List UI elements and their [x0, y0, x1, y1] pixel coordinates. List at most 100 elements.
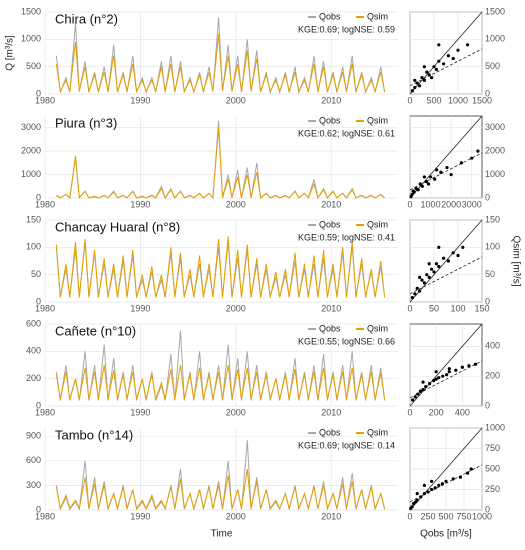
- regression-line: [409, 464, 483, 503]
- regression-line: [409, 256, 483, 295]
- y-tick-label: 1000: [21, 34, 41, 44]
- point: [420, 278, 424, 282]
- point: [410, 505, 414, 509]
- y-tick-label: 0: [36, 296, 41, 306]
- point: [442, 256, 446, 260]
- y-tick-label: 600: [26, 455, 41, 465]
- y-tick-label: 0: [485, 400, 490, 410]
- chart-title: Chira (n°2): [55, 11, 118, 26]
- point: [437, 376, 441, 380]
- x-tick-label: 2000: [226, 407, 246, 417]
- x-tick-label: 0: [407, 95, 412, 105]
- point: [437, 245, 441, 249]
- x-tick-label: 50: [429, 303, 439, 313]
- x-tick-label: 1000: [472, 511, 492, 521]
- chart-title: Chancay Huaral (n°8): [55, 219, 180, 234]
- legend-label: Qobs: [319, 115, 341, 125]
- point: [416, 188, 420, 192]
- x-tick-label: 1990: [130, 95, 150, 105]
- series-line: [55, 468, 386, 511]
- x-axis-label: Time: [211, 529, 233, 540]
- point: [451, 477, 455, 481]
- point: [437, 59, 441, 63]
- point: [422, 65, 426, 69]
- y-axis-label: Qsim [m³/s]: [510, 235, 521, 286]
- legend-label: Qobs: [319, 11, 341, 21]
- x-tick-label: 2000: [226, 511, 246, 521]
- point: [413, 85, 417, 90]
- point: [427, 73, 431, 77]
- annotation: KGE:0.59; logNSE: 0.41: [298, 232, 395, 242]
- point: [426, 490, 430, 494]
- y-tick-label: 0: [485, 192, 490, 202]
- x-tick-label: 0: [407, 303, 412, 313]
- point: [447, 370, 451, 374]
- point: [476, 149, 480, 153]
- y-tick-label: 3000: [485, 122, 505, 132]
- x-tick-label: 2000: [226, 303, 246, 313]
- point: [432, 270, 436, 274]
- y-tick-label: 3000: [21, 122, 41, 132]
- x-tick-label: 0: [407, 199, 412, 209]
- y-tick-label: 0: [36, 400, 41, 410]
- point: [456, 48, 460, 52]
- x-tick-label: 2010: [321, 199, 341, 209]
- point: [430, 479, 434, 483]
- y-tick-label: 600: [26, 318, 41, 328]
- chart-title: Piura (n°3): [55, 115, 117, 130]
- annotation: KGE:0.69; logNSE: 0.59: [298, 24, 395, 34]
- point: [434, 370, 438, 374]
- annotation: KGE:0.55; logNSE: 0.66: [298, 336, 395, 346]
- annotation: KGE:0.69; logNSE: 0.14: [298, 440, 395, 450]
- x-tick-label: 400: [455, 407, 470, 417]
- y-tick-label: 0: [485, 296, 490, 306]
- legend-label: Qsim: [367, 219, 388, 229]
- y-tick-label: 0: [485, 504, 490, 514]
- legend-label: Qobs: [319, 219, 341, 229]
- y-tick-label: 900: [26, 431, 41, 441]
- point: [430, 76, 434, 80]
- x-tick-label: 250: [420, 511, 435, 521]
- point: [466, 471, 470, 475]
- x-tick-label: 500: [438, 511, 453, 521]
- point: [422, 175, 426, 179]
- point: [427, 275, 431, 279]
- point: [421, 388, 425, 392]
- y-tick-label: 50: [485, 269, 495, 279]
- one-to-one-line: [409, 11, 483, 95]
- point: [467, 364, 471, 368]
- point: [418, 182, 422, 186]
- legend-label: Qobs: [319, 323, 341, 333]
- point: [445, 373, 449, 377]
- point: [444, 479, 448, 483]
- point: [437, 264, 441, 269]
- point: [451, 56, 455, 61]
- one-to-one-line: [409, 323, 483, 407]
- y-axis-label: Q [m³/s]: [5, 35, 16, 71]
- y-tick-label: 1000: [485, 169, 505, 179]
- legend-label: Qobs: [319, 427, 341, 437]
- x-tick-label: 2000: [441, 199, 461, 209]
- x-tick-label: 1990: [130, 199, 150, 209]
- point: [437, 43, 441, 47]
- point: [424, 385, 428, 389]
- y-tick-label: 50: [31, 269, 41, 279]
- point: [422, 78, 426, 82]
- point: [422, 492, 426, 496]
- chart-title: Cañete (n°10): [55, 323, 136, 338]
- point: [454, 368, 458, 372]
- point: [422, 483, 426, 487]
- point: [440, 482, 444, 486]
- legend-label: Qsim: [367, 323, 388, 333]
- series-line: [55, 33, 386, 94]
- point: [418, 275, 422, 279]
- regression-line: [409, 152, 483, 191]
- point: [434, 377, 438, 381]
- point: [439, 170, 443, 174]
- point: [433, 177, 437, 181]
- y-tick-label: 150: [485, 214, 500, 224]
- point: [411, 189, 415, 193]
- x-tick-label: 2010: [321, 95, 341, 105]
- point: [433, 486, 437, 490]
- x-tick-label: 2000: [226, 199, 246, 209]
